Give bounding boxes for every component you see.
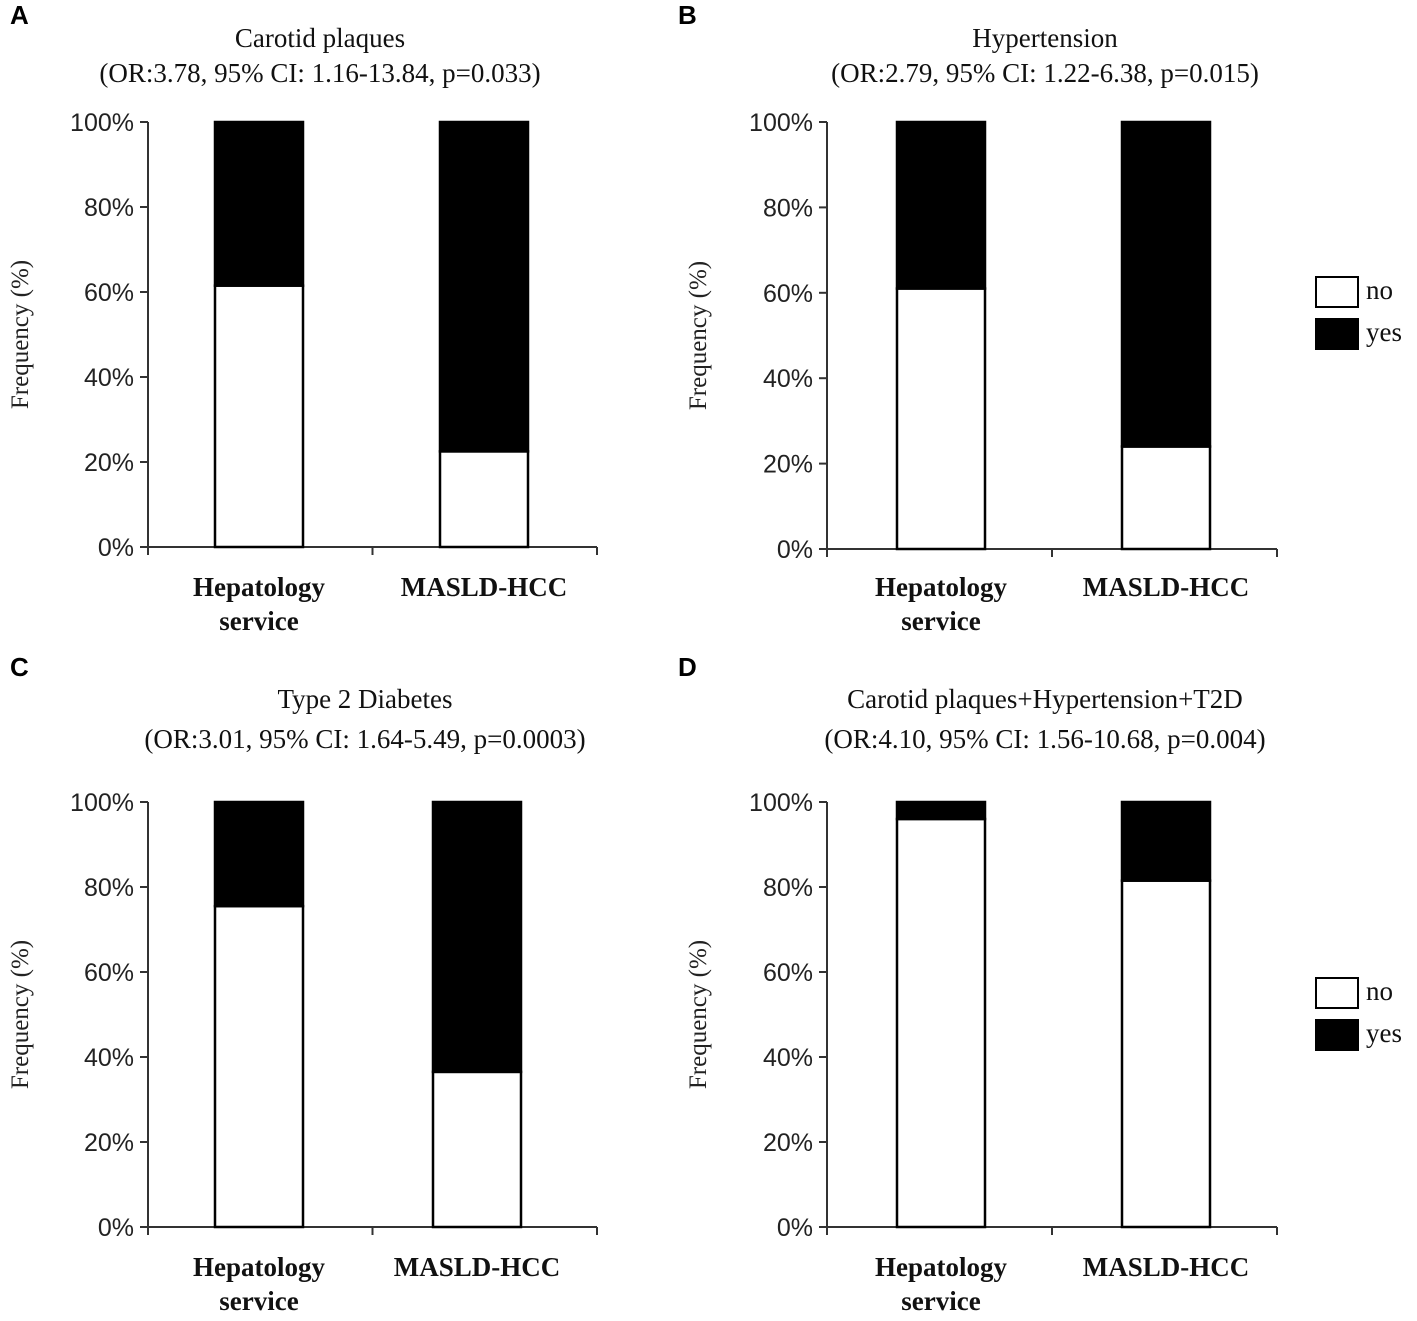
y-tick-label: 60% bbox=[763, 280, 813, 308]
y-tick-label: 80% bbox=[84, 874, 134, 902]
bar-no-0 bbox=[895, 287, 987, 551]
x-category-label: service bbox=[901, 1286, 980, 1316]
bar-yes-1 bbox=[1120, 120, 1212, 448]
x-category-label: service bbox=[901, 606, 980, 636]
chart-panel-a: A Carotid plaques (OR:3.78, 95% CI: 1.16-1… bbox=[7, 0, 598, 636]
chart-title: Type 2 Diabetes bbox=[277, 684, 452, 714]
y-tick-label: 40% bbox=[84, 1044, 134, 1072]
bar-no-1 bbox=[1120, 445, 1212, 551]
x-category-label: Hepatology bbox=[875, 1252, 1007, 1282]
y-tick-label: 0% bbox=[777, 536, 813, 564]
y-tick-label: 0% bbox=[98, 534, 134, 562]
y-tick-label: 100% bbox=[749, 789, 813, 817]
legend-swatch-no bbox=[1315, 276, 1359, 308]
legend: no yes bbox=[1315, 976, 1402, 1051]
chart-title: Hypertension bbox=[972, 23, 1118, 53]
x-category-label: service bbox=[219, 606, 298, 636]
x-category-label: MASLD-HCC bbox=[1083, 572, 1250, 602]
y-tick-label: 0% bbox=[98, 1214, 134, 1242]
x-category-label: MASLD-HCC bbox=[401, 572, 568, 602]
panel-letter: A bbox=[10, 0, 29, 30]
bar-yes-1 bbox=[1120, 800, 1212, 882]
legend-label-no: no bbox=[1366, 275, 1393, 305]
chart-title: Carotid plaques bbox=[235, 23, 405, 53]
bar-no-0 bbox=[213, 904, 305, 1229]
chart-subtitle: (OR:2.79, 95% CI: 1.22-6.38, p=0.015) bbox=[831, 58, 1259, 88]
legend-label-yes: yes bbox=[1366, 1018, 1402, 1048]
panel-letter: B bbox=[678, 0, 697, 30]
legend-swatch-yes bbox=[1315, 318, 1359, 350]
y-tick-label: 20% bbox=[763, 451, 813, 479]
y-axis-label: Frequency (%) bbox=[685, 261, 712, 410]
y-tick-label: 20% bbox=[84, 449, 134, 477]
legend-swatch-no bbox=[1315, 977, 1359, 1009]
bar-no-0 bbox=[895, 817, 987, 1229]
legend-label-no: no bbox=[1366, 976, 1393, 1006]
y-tick-label: 60% bbox=[84, 959, 134, 987]
bar-no-1 bbox=[431, 1070, 523, 1229]
y-axis-label: Frequency (%) bbox=[7, 940, 34, 1089]
y-tick-label: 20% bbox=[763, 1129, 813, 1157]
bar-yes-1 bbox=[431, 800, 523, 1074]
panel-letter: D bbox=[678, 652, 697, 682]
y-tick-label: 80% bbox=[763, 194, 813, 222]
y-tick-label: 100% bbox=[749, 109, 813, 137]
y-tick-label: 100% bbox=[70, 789, 134, 817]
chart-panel-d: D Carotid plaques+Hypertension+T2D (OR:4.1… bbox=[678, 652, 1402, 1316]
chart-subtitle: (OR:4.10, 95% CI: 1.56-10.68, p=0.004) bbox=[824, 724, 1265, 754]
y-axis-label: Frequency (%) bbox=[685, 940, 712, 1089]
y-tick-label: 60% bbox=[763, 959, 813, 987]
chart-panel-c: C Type 2 Diabetes (OR:3.01, 95% CI: 1.64-5… bbox=[7, 652, 598, 1316]
bar-yes-0 bbox=[213, 120, 305, 287]
y-tick-label: 40% bbox=[763, 1044, 813, 1072]
bar-no-1 bbox=[438, 450, 530, 549]
x-category-label: Hepatology bbox=[875, 572, 1007, 602]
x-category-label: service bbox=[219, 1286, 298, 1316]
x-category-label: MASLD-HCC bbox=[394, 1252, 561, 1282]
y-tick-label: 100% bbox=[70, 109, 134, 137]
chart-subtitle: (OR:3.78, 95% CI: 1.16-13.84, p=0.033) bbox=[99, 58, 540, 88]
y-tick-label: 0% bbox=[777, 1214, 813, 1242]
x-category-label: Hepatology bbox=[193, 572, 325, 602]
chart-title: Carotid plaques+Hypertension+T2D bbox=[847, 684, 1243, 714]
panel-letter: C bbox=[10, 652, 29, 682]
y-tick-label: 80% bbox=[84, 194, 134, 222]
legend: no yes bbox=[1315, 275, 1402, 350]
bar-no-0 bbox=[213, 284, 305, 549]
bar-yes-0 bbox=[895, 120, 987, 290]
y-tick-label: 60% bbox=[84, 279, 134, 307]
bar-yes-0 bbox=[213, 800, 305, 908]
y-tick-label: 80% bbox=[763, 874, 813, 902]
x-category-label: Hepatology bbox=[193, 1252, 325, 1282]
y-tick-label: 40% bbox=[763, 365, 813, 393]
y-axis-label: Frequency (%) bbox=[7, 260, 34, 409]
chart-subtitle: (OR:3.01, 95% CI: 1.64-5.49, p=0.0003) bbox=[144, 724, 585, 754]
x-category-label: MASLD-HCC bbox=[1083, 1252, 1250, 1282]
y-tick-label: 40% bbox=[84, 364, 134, 392]
chart-panel-b: B Hypertension (OR:2.79, 95% CI: 1.22-6.38… bbox=[678, 0, 1402, 636]
y-tick-label: 20% bbox=[84, 1129, 134, 1157]
bar-yes-0 bbox=[895, 800, 987, 821]
legend-swatch-yes bbox=[1315, 1019, 1359, 1051]
legend-label-yes: yes bbox=[1366, 317, 1402, 347]
bar-yes-1 bbox=[438, 120, 530, 453]
bar-no-1 bbox=[1120, 879, 1212, 1229]
